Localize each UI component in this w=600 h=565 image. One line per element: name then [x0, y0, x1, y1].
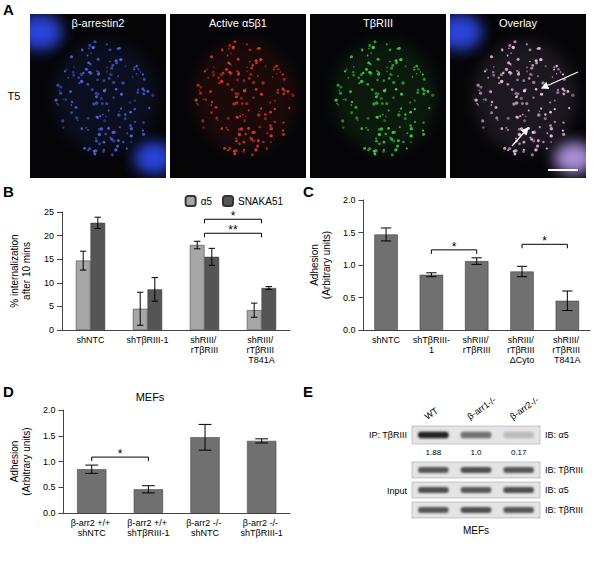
svg-text:0: 0	[49, 325, 54, 335]
svg-text:WT: WT	[423, 405, 441, 422]
svg-text:% internalization: % internalization	[9, 234, 20, 307]
svg-text:shRIII/: shRIII/	[508, 335, 537, 345]
svg-text:0.17: 0.17	[511, 448, 527, 457]
svg-text:Adhesion: Adhesion	[9, 441, 20, 483]
svg-text:2.0: 2.0	[43, 405, 56, 415]
svg-text:*: *	[118, 447, 123, 461]
svg-text:TβRIII: TβRIII	[363, 17, 393, 29]
svg-text:*: *	[231, 209, 236, 223]
svg-text:(Arbitrary units): (Arbitrary units)	[321, 231, 332, 299]
svg-text:1.0: 1.0	[343, 260, 356, 270]
svg-text:shNTC: shNTC	[372, 335, 401, 345]
svg-text:15: 15	[44, 254, 54, 264]
svg-text:shNTC: shNTC	[191, 528, 220, 538]
svg-text:25: 25	[44, 207, 54, 217]
svg-text:shRIII/: shRIII/	[190, 335, 219, 345]
svg-text:α5: α5	[201, 196, 213, 207]
svg-text:IB: TβRIII: IB: TβRIII	[545, 505, 583, 515]
svg-text:1.5: 1.5	[343, 228, 356, 238]
svg-text:rTβRIII: rTβRIII	[552, 345, 582, 355]
svg-text:T841A: T841A	[248, 355, 275, 365]
svg-text:rTβRIII: rTβRIII	[246, 345, 276, 355]
svg-text:1.5: 1.5	[43, 431, 56, 441]
svg-text:IB: TβRIII: IB: TβRIII	[545, 465, 583, 475]
svg-text:shTβRIII-1: shTβRIII-1	[127, 528, 169, 538]
svg-text:0.0: 0.0	[43, 508, 56, 518]
svg-text:β-arr2 +/+: β-arr2 +/+	[71, 518, 113, 528]
html-text:E: E	[303, 383, 313, 400]
svg-text:T841A: T841A	[554, 355, 581, 365]
svg-text:shTβRIII-1: shTβRIII-1	[126, 335, 168, 345]
svg-text:Active α5β1: Active α5β1	[209, 17, 267, 29]
svg-text:shRIII/: shRIII/	[462, 335, 491, 345]
svg-text:IB: α5: IB: α5	[545, 485, 569, 495]
svg-text:0.5: 0.5	[43, 482, 56, 492]
svg-text:after 10 mins: after 10 mins	[21, 242, 32, 300]
svg-text:0.0: 0.0	[343, 325, 356, 335]
svg-text:shRIII/: shRIII/	[553, 335, 582, 345]
svg-text:(Arbitrary units): (Arbitrary units)	[21, 427, 32, 495]
svg-text:Adhesion: Adhesion	[309, 244, 320, 286]
svg-text:β-arr2 +/+: β-arr2 +/+	[127, 518, 169, 528]
svg-text:*: *	[452, 240, 457, 254]
svg-text:IB: α5: IB: α5	[545, 430, 569, 440]
svg-text:shRIII/: shRIII/	[247, 335, 276, 345]
svg-text:shTβRIII-1: shTβRIII-1	[241, 528, 283, 538]
svg-text:Input: Input	[387, 486, 408, 496]
svg-text:rTβRIII: rTβRIII	[507, 345, 537, 355]
svg-text:1: 1	[429, 345, 434, 355]
svg-text:Overlay: Overlay	[499, 17, 537, 29]
svg-text:5: 5	[49, 301, 54, 311]
svg-text:1.0: 1.0	[470, 448, 482, 457]
svg-text:SNAKA51: SNAKA51	[238, 196, 283, 207]
svg-text:IP: TβRIII: IP: TβRIII	[369, 430, 407, 440]
svg-text:20: 20	[44, 231, 54, 241]
svg-text:MEFs: MEFs	[136, 391, 165, 403]
svg-text:**: **	[228, 223, 238, 237]
svg-text:2.0: 2.0	[343, 195, 356, 205]
svg-text:*: *	[542, 234, 547, 248]
svg-text:shNTC: shNTC	[76, 335, 105, 345]
svg-text:T5: T5	[8, 90, 21, 102]
svg-text:ΔCyto: ΔCyto	[510, 355, 535, 365]
svg-text:β-arr2 -/-: β-arr2 -/-	[243, 518, 281, 528]
svg-text:β-arrestin2: β-arrestin2	[72, 17, 125, 29]
svg-text:1.0: 1.0	[43, 457, 56, 467]
html-text:A: A	[3, 1, 14, 18]
svg-text:β-arr2-/-: β-arr2-/-	[508, 395, 541, 422]
svg-text:shTβRIII-: shTβRIII-	[413, 335, 450, 345]
html-text:C: C	[303, 183, 314, 200]
svg-text:β-arr2 -/-: β-arr2 -/-	[186, 518, 224, 528]
svg-text:MEFs: MEFs	[463, 525, 489, 536]
html-text:B: B	[3, 183, 14, 200]
svg-text:shNTC: shNTC	[78, 528, 107, 538]
svg-text:1.88: 1.88	[426, 448, 442, 457]
svg-text:rTβRIII: rTβRIII	[463, 345, 491, 355]
html-text:D: D	[3, 383, 14, 400]
svg-text:0.5: 0.5	[343, 293, 356, 303]
svg-text:10: 10	[44, 278, 54, 288]
svg-text:rTβRIII: rTβRIII	[191, 345, 219, 355]
svg-text:β-arr1-/-: β-arr1-/-	[465, 395, 498, 422]
